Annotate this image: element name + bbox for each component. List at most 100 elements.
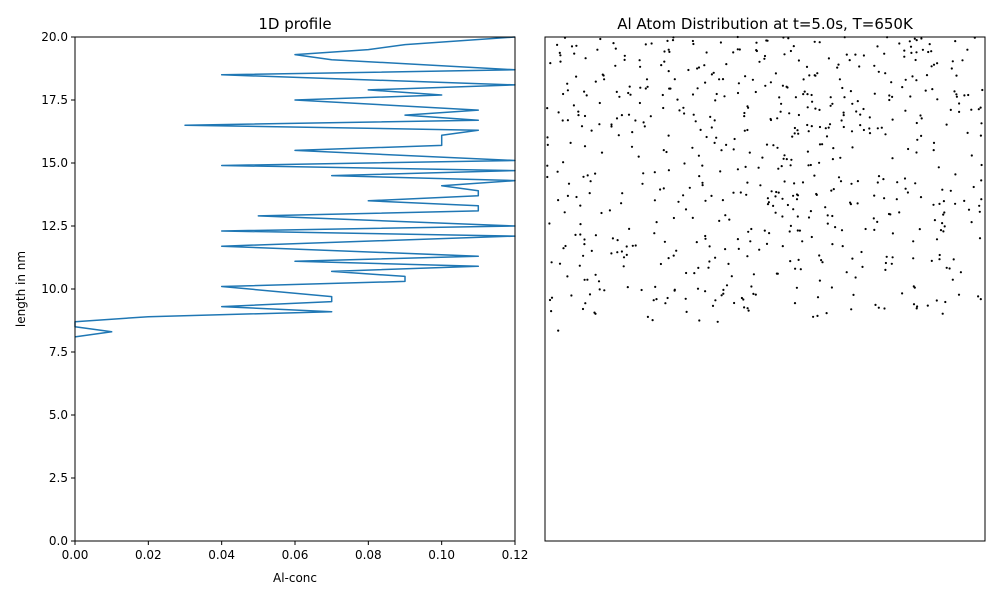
atom-dot [816, 296, 820, 299]
atom-dots-layer [546, 35, 984, 332]
atom-dot [806, 93, 809, 96]
atom-dot [795, 286, 799, 289]
atom-dot [691, 146, 694, 149]
atom-dot [915, 151, 918, 154]
atom-dot [566, 119, 570, 122]
atom-dot [918, 228, 921, 231]
atom-dot [948, 267, 951, 270]
atom-dot [958, 110, 961, 113]
atom-dot [810, 93, 813, 97]
atom-dot [967, 93, 970, 97]
atom-dot [662, 187, 665, 190]
atom-dot [803, 90, 806, 93]
atom-dot [615, 117, 619, 120]
atom-dot [855, 110, 858, 113]
atom-dot [972, 185, 975, 189]
atom-dot [868, 116, 871, 119]
atom-dot [722, 292, 725, 295]
atom-dot [824, 206, 827, 209]
atom-dot [882, 178, 885, 181]
atom-dot [811, 100, 814, 103]
atom-dot [793, 182, 796, 185]
atom-dot [593, 311, 596, 314]
atom-dot [884, 72, 887, 75]
atom-dot [683, 112, 686, 115]
atom-dot [662, 106, 665, 110]
atom-dot [913, 37, 916, 40]
y-tick-label: 20.0 [41, 30, 68, 44]
atom-dot [622, 265, 625, 268]
x-tick-label: 0.12 [502, 548, 529, 562]
atom-dot [693, 272, 696, 275]
atom-dot [979, 134, 983, 137]
atom-dot [848, 59, 851, 62]
atom-dot [915, 51, 918, 54]
atom-dot [644, 87, 647, 90]
atom-dot [858, 65, 861, 68]
atom-dot [625, 245, 628, 248]
atom-dot [951, 60, 954, 63]
atom-dot [883, 52, 886, 55]
atom-dot [653, 171, 656, 174]
atom-dot [577, 114, 580, 117]
y-tick-label: 15.0 [41, 156, 68, 170]
atom-dot [873, 92, 876, 95]
atom-dot [639, 86, 642, 89]
x-tick-label: 0.02 [135, 548, 162, 562]
atom-dot [562, 247, 565, 250]
atom-dot [963, 199, 966, 202]
atom-dot [667, 134, 670, 137]
atom-dot [583, 278, 586, 281]
atom-dot [904, 109, 907, 112]
atom-dot [626, 286, 629, 289]
atom-dot [705, 51, 708, 54]
atom-dot [826, 222, 829, 225]
profile-y-axis-label: length in nm [14, 251, 28, 327]
atom-dot [663, 60, 666, 63]
atom-dot [842, 125, 845, 129]
atom-dot [660, 64, 663, 67]
atom-dot [643, 125, 646, 128]
atom-dot [942, 230, 945, 233]
atom-dot [582, 175, 585, 178]
atom-dot [603, 78, 606, 81]
atom-dot [830, 189, 833, 192]
atom-dot [832, 188, 835, 191]
atom-dot [714, 256, 717, 259]
atom-dot [783, 53, 786, 56]
atom-dot [891, 95, 894, 98]
atom-dot [794, 267, 797, 270]
atom-dot [957, 293, 961, 296]
atom-dot [932, 149, 935, 152]
y-tick-label: 7.5 [49, 345, 68, 359]
atom-dot [750, 285, 753, 288]
atom-dot [908, 40, 911, 43]
atom-dot [860, 250, 863, 254]
atom-dot [589, 180, 592, 183]
atom-dot [772, 144, 775, 147]
atom-dot [766, 39, 769, 42]
atom-dot [843, 96, 846, 99]
atom-dot [710, 194, 713, 197]
atom-dot [736, 238, 740, 241]
atom-dot [715, 92, 718, 96]
atom-dot [602, 74, 605, 77]
atom-dot [678, 109, 681, 112]
atom-dot [884, 268, 887, 271]
atom-dot [744, 75, 747, 78]
atom-dot [792, 208, 795, 211]
atom-dot [550, 296, 554, 299]
atom-dot [895, 198, 898, 201]
atom-dot [961, 59, 964, 62]
atom-dot [610, 123, 613, 126]
atom-dot [859, 113, 862, 116]
atom-dot [787, 37, 790, 40]
atom-dot [883, 307, 886, 310]
atom-dot [868, 132, 872, 135]
atom-dot [692, 42, 695, 46]
atom-dot [801, 181, 805, 184]
atom-dot [733, 301, 736, 305]
atom-dot [872, 217, 875, 220]
atom-dot [939, 229, 943, 232]
atom-dot [850, 130, 854, 133]
